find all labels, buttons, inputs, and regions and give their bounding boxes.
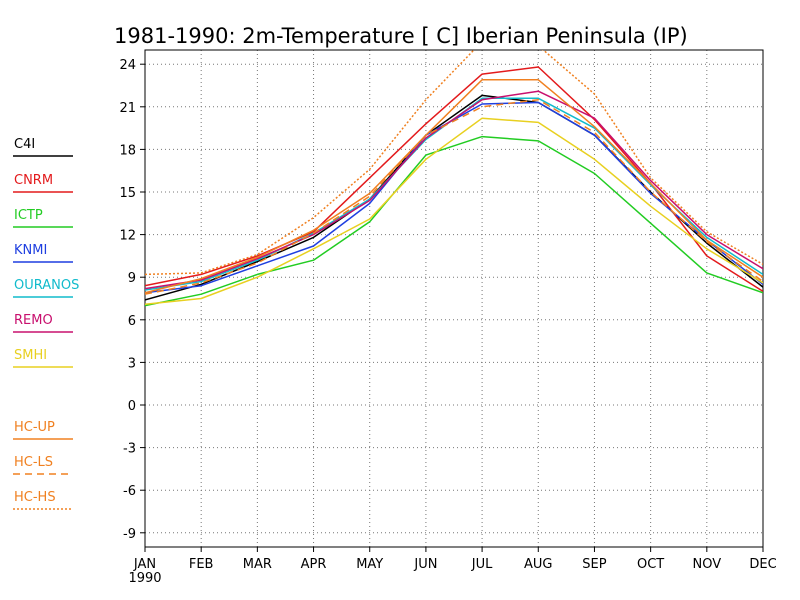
series-line-hc-ls xyxy=(145,98,763,295)
x-tick-label: JUN xyxy=(413,557,437,572)
legend-label-hc-hs: HC-HS xyxy=(14,490,56,505)
y-tick-label: 18 xyxy=(119,143,136,158)
y-tick-label: 9 xyxy=(128,271,136,286)
legend-label-hc-ls: HC-LS xyxy=(14,455,53,470)
y-axis: -9 -6 -3 0 3 6 9 12 15 18 21 24 xyxy=(119,58,145,542)
series-line-cnrm xyxy=(145,66,763,293)
legend-label-cnrm: CNRM xyxy=(14,173,53,188)
y-tick-label: 21 xyxy=(119,101,136,116)
y-tick-label: 6 xyxy=(128,314,136,329)
x-tick-label: APR xyxy=(301,557,327,572)
x-year-label: 1990 xyxy=(128,571,161,586)
plot-frame xyxy=(144,49,764,548)
legend-label-knmi: KNMI xyxy=(14,243,47,258)
x-tick-label: OCT xyxy=(637,557,664,572)
y-tick-label: 0 xyxy=(128,399,136,414)
x-tick-label: NOV xyxy=(693,557,722,572)
x-tick-label: AUG xyxy=(524,557,552,572)
legend-label-remo: REMO xyxy=(14,313,53,328)
series-line-ictp xyxy=(145,135,763,307)
x-tick-label: JAN xyxy=(133,557,156,572)
chart-title: 1981-1990: 2m-Temperature [ C] Iberian P… xyxy=(114,24,688,48)
legend-label-hc-up: HC-UP xyxy=(14,420,55,435)
grid xyxy=(145,50,763,547)
series-line-hc-up xyxy=(145,79,763,294)
y-tick-label: -9 xyxy=(123,527,136,542)
series-line-hc-hs xyxy=(145,50,763,276)
legend-label-smhi: SMHI xyxy=(14,348,47,363)
series-line-smhi xyxy=(145,117,763,305)
y-tick-label: 24 xyxy=(119,58,136,73)
x-tick-label: MAR xyxy=(243,557,272,572)
x-tick-label: SEP xyxy=(582,557,606,572)
series-line-ouranos xyxy=(145,97,763,291)
y-tick-label: 12 xyxy=(119,229,136,244)
x-axis: JAN FEB MAR APR MAY JUN JUL AUG SEP OCT NOV DEC xyxy=(133,547,777,572)
legend-label-ictp: ICTP xyxy=(14,208,43,223)
x-tick-label: MAY xyxy=(356,557,383,572)
y-tick-label: -6 xyxy=(123,484,136,499)
y-tick-label: 3 xyxy=(128,356,136,371)
series-line-remo xyxy=(145,90,763,290)
series-group xyxy=(145,50,763,307)
x-tick-label: JUL xyxy=(471,557,493,572)
legend: C4I CNRM ICTP KNMI OURANOS REMO SMHI HC-UP HC-LS… xyxy=(13,137,79,510)
legend-label-c4i: C4I xyxy=(14,137,35,152)
y-tick-label: -3 xyxy=(123,442,136,457)
legend-label-ouranos: OURANOS xyxy=(14,278,79,293)
x-tick-label: DEC xyxy=(749,557,776,572)
x-tick-label: FEB xyxy=(189,557,214,572)
y-tick-label: 15 xyxy=(119,186,136,201)
